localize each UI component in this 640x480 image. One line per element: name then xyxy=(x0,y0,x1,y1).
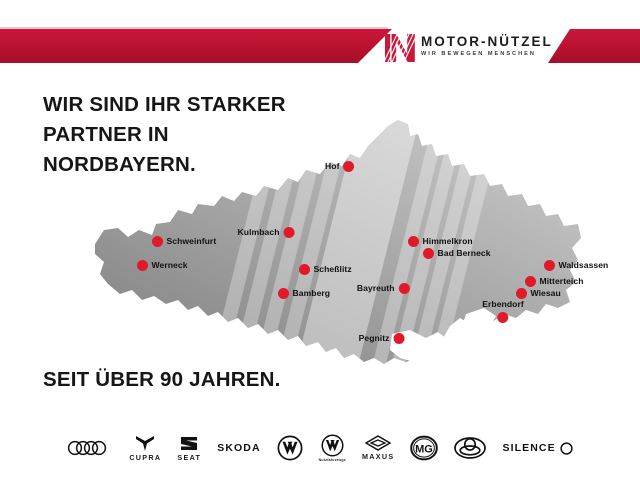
brand-vw-nutzfahrzeuge[interactable]: Nutzfahrzeuge xyxy=(319,426,346,470)
location-pin-icon xyxy=(497,312,509,323)
city-marker-sche-litz[interactable]: Scheßlitz xyxy=(298,262,352,276)
city-marker-kulmbach[interactable]: Kulmbach xyxy=(238,225,295,239)
city-label: Wiesau xyxy=(530,287,561,298)
city-label: Mitterteich xyxy=(539,275,584,286)
banner-band-left xyxy=(0,29,392,63)
location-pin-icon xyxy=(343,160,355,172)
location-pin-icon xyxy=(136,259,148,271)
vw-icon xyxy=(277,435,303,461)
brand-toyota[interactable] xyxy=(454,426,487,470)
city-marker-erbendorf[interactable]: Erbendorf xyxy=(482,299,524,323)
brand-logo-strip: CUPRA SEAT SKODA Nutzfahrzeuge xyxy=(0,424,640,472)
city-label: Werneck xyxy=(151,259,188,270)
city-marker-pegnitz[interactable]: Pegnitz xyxy=(359,331,405,345)
location-pin-icon xyxy=(422,247,434,259)
logo-title: MOTOR-NÜTZEL xyxy=(421,33,553,49)
footline-text: SEIT ÜBER 90 JAHREN. xyxy=(43,368,281,391)
brand-label: SKODA xyxy=(217,442,261,454)
svg-text:MG: MG xyxy=(416,444,434,456)
location-pin-icon xyxy=(283,226,295,238)
logo-wordmark: MOTOR-NÜTZEL WIR BEWEGEN MENSCHEN xyxy=(421,34,553,59)
location-pin-icon xyxy=(277,287,289,299)
brand-skoda[interactable]: SKODA xyxy=(217,426,260,470)
city-label: Erbendorf xyxy=(482,299,524,309)
brand-seat[interactable]: SEAT xyxy=(177,426,201,470)
brand-label: SILENCE xyxy=(502,442,556,454)
city-label: Himmelkron xyxy=(422,235,473,246)
audi-rings-icon xyxy=(68,440,107,456)
city-marker-waldsassen[interactable]: Waldsassen xyxy=(543,258,609,272)
map-nordbayern xyxy=(92,118,584,366)
city-label: Schweinfurt xyxy=(166,235,217,246)
location-pin-icon xyxy=(543,259,555,271)
city-label: Waldsassen xyxy=(558,259,609,270)
city-marker-himmelkron[interactable]: Himmelkron xyxy=(407,234,473,248)
city-marker-bayreuth[interactable]: Bayreuth xyxy=(357,281,410,295)
brand-label: CUPRA xyxy=(129,452,162,462)
city-label: Bayreuth xyxy=(356,282,395,293)
silence-ring-icon xyxy=(560,441,573,455)
banner-highlight xyxy=(0,27,388,29)
city-label: Bamberg xyxy=(292,287,331,298)
cupra-icon xyxy=(136,435,155,451)
location-pin-icon xyxy=(398,282,410,294)
city-marker-hof[interactable]: Hof xyxy=(325,159,355,173)
seat-s-icon xyxy=(181,436,198,450)
location-pin-icon xyxy=(151,235,163,247)
headline-text: WIR SIND IHR STARKER PARTNER IN NORDBAYE… xyxy=(43,93,286,176)
city-label: Pegnitz xyxy=(358,332,390,343)
city-marker-werneck[interactable]: Werneck xyxy=(136,258,188,272)
city-marker-bad-berneck[interactable]: Bad Berneck xyxy=(422,246,491,260)
map-graphic xyxy=(95,120,581,364)
mg-icon: MG xyxy=(410,435,439,461)
city-label: Bad Berneck xyxy=(437,247,491,258)
city-marker-wiesau[interactable]: Wiesau xyxy=(515,286,561,300)
logo-tagline: WIR BEWEGEN MENSCHEN xyxy=(421,50,536,57)
brand-silence[interactable]: SILENCE xyxy=(502,426,573,470)
brand-maxus[interactable]: MAXUS xyxy=(362,426,394,470)
location-pin-icon xyxy=(515,287,527,299)
location-pin-icon xyxy=(407,235,419,247)
banner-band-right xyxy=(548,29,640,63)
header-banner: MOTOR-NÜTZEL WIR BEWEGEN MENSCHEN xyxy=(0,0,640,72)
brand-sublabel: Nutzfahrzeuge xyxy=(318,458,346,462)
brand-audi[interactable] xyxy=(67,426,113,470)
maxus-icon xyxy=(365,435,392,451)
brand-label: SEAT xyxy=(177,452,202,462)
city-marker-mitterteich[interactable]: Mitterteich xyxy=(524,274,584,288)
city-marker-bamberg[interactable]: Bamberg xyxy=(277,286,331,300)
location-pin-icon xyxy=(393,332,405,344)
n-monogram-icon xyxy=(385,29,415,64)
city-label: Kulmbach xyxy=(237,226,280,237)
brand-label: MAXUS xyxy=(362,452,395,461)
city-label: Hof xyxy=(325,160,340,171)
city-label: Scheßlitz xyxy=(313,263,352,274)
toyota-icon xyxy=(454,437,487,459)
city-marker-schweinfurt[interactable]: Schweinfurt xyxy=(151,234,217,248)
vw-icon xyxy=(321,434,344,457)
company-logo[interactable]: MOTOR-NÜTZEL WIR BEWEGEN MENSCHEN xyxy=(385,26,553,66)
brand-cupra[interactable]: CUPRA xyxy=(129,426,161,470)
brand-mg[interactable]: MG xyxy=(410,426,439,470)
location-pin-icon xyxy=(524,275,536,287)
brand-volkswagen[interactable] xyxy=(277,426,303,470)
location-pin-icon xyxy=(298,263,310,275)
